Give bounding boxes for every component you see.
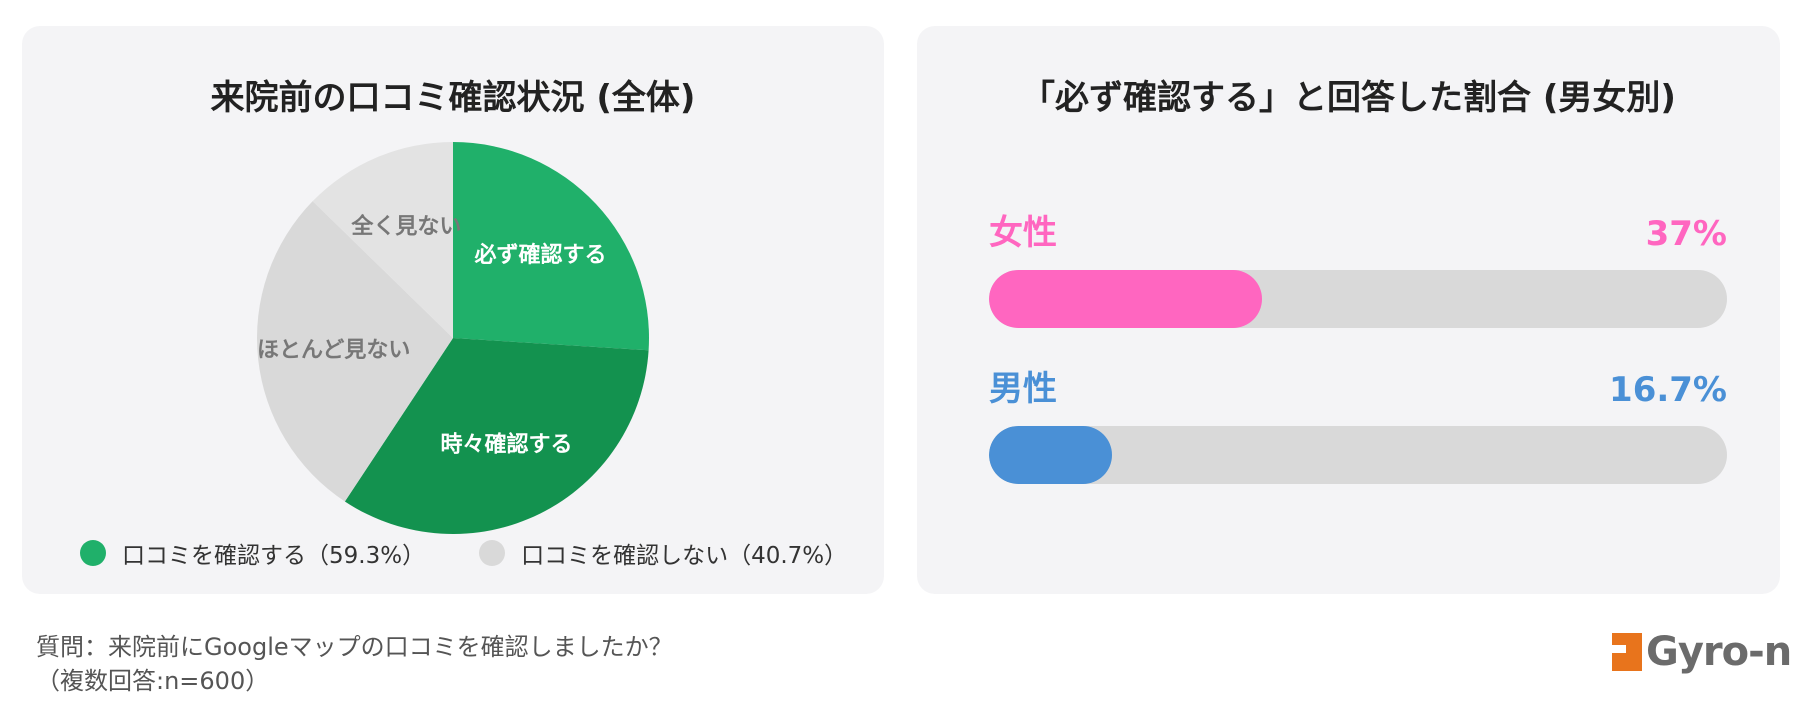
legend-label-no-check: 口コミを確認しない（40.7%）	[521, 543, 848, 569]
pie-label-2: ほとんど見ない	[257, 338, 410, 363]
legend-item-no-check: 口コミを確認しない（40.7%）	[479, 536, 847, 570]
bar-track-female	[989, 270, 1727, 328]
question-sample-size: （複数回答:n=600）	[36, 667, 270, 695]
logo-text: Gyro-n	[1646, 629, 1792, 675]
gyron-logo: Gyro-n	[1612, 628, 1792, 676]
pie-label-0: 必ず確認する	[474, 242, 606, 268]
pie-label-3: 全く見ない	[350, 213, 461, 239]
bar-chart-title: 「必ず確認する」と回答した割合 (男女別)	[1021, 78, 1676, 118]
bar-value-male: 16.7%	[1609, 370, 1727, 410]
pie-slice-3	[312, 142, 453, 338]
bar-fill-male	[989, 426, 1113, 484]
logo-mark-icon	[1612, 633, 1642, 671]
pie-legend: 口コミを確認する（59.3%） 口コミを確認しない（40.7%）	[80, 536, 847, 570]
pie-slice-2	[257, 201, 453, 502]
question-text: 質問：来院前にGoogleマップの口コミを確認しましたか？	[36, 633, 673, 661]
bar-value-female: 37%	[1645, 214, 1727, 254]
legend-label-check: 口コミを確認する（59.3%）	[122, 543, 426, 569]
pie-slice-0	[453, 142, 649, 351]
bar-label-female: 女性	[989, 213, 1057, 253]
pie-label-1: 時々確認する	[440, 431, 572, 457]
bar-fill-female	[989, 270, 1263, 328]
pie-slice-1	[344, 338, 649, 534]
legend-item-check: 口コミを確認する（59.3%）	[80, 536, 425, 570]
bar-row-female: 女性 37%	[989, 204, 1727, 328]
bar-row-male: 男性 16.7%	[989, 360, 1727, 484]
bar-label-male: 男性	[989, 369, 1057, 409]
survey-question: 質問：来院前にGoogleマップの口コミを確認しましたか？ （複数回答:n=60…	[36, 630, 673, 698]
legend-dot-no-check	[479, 540, 506, 566]
bar-track-male	[989, 426, 1727, 484]
pie-chart-card: 来院前の口コミ確認状況 (全体) 必ず確認する時々確認する ほとんど見ない 全く見な…	[22, 26, 884, 594]
legend-dot-check	[80, 540, 106, 566]
pie-chart-title: 来院前の口コミ確認状況 (全体)	[210, 78, 696, 118]
bar-chart-card: 「必ず確認する」と回答した割合 (男女別) 女性 37% 男性 16.7%	[917, 26, 1780, 594]
